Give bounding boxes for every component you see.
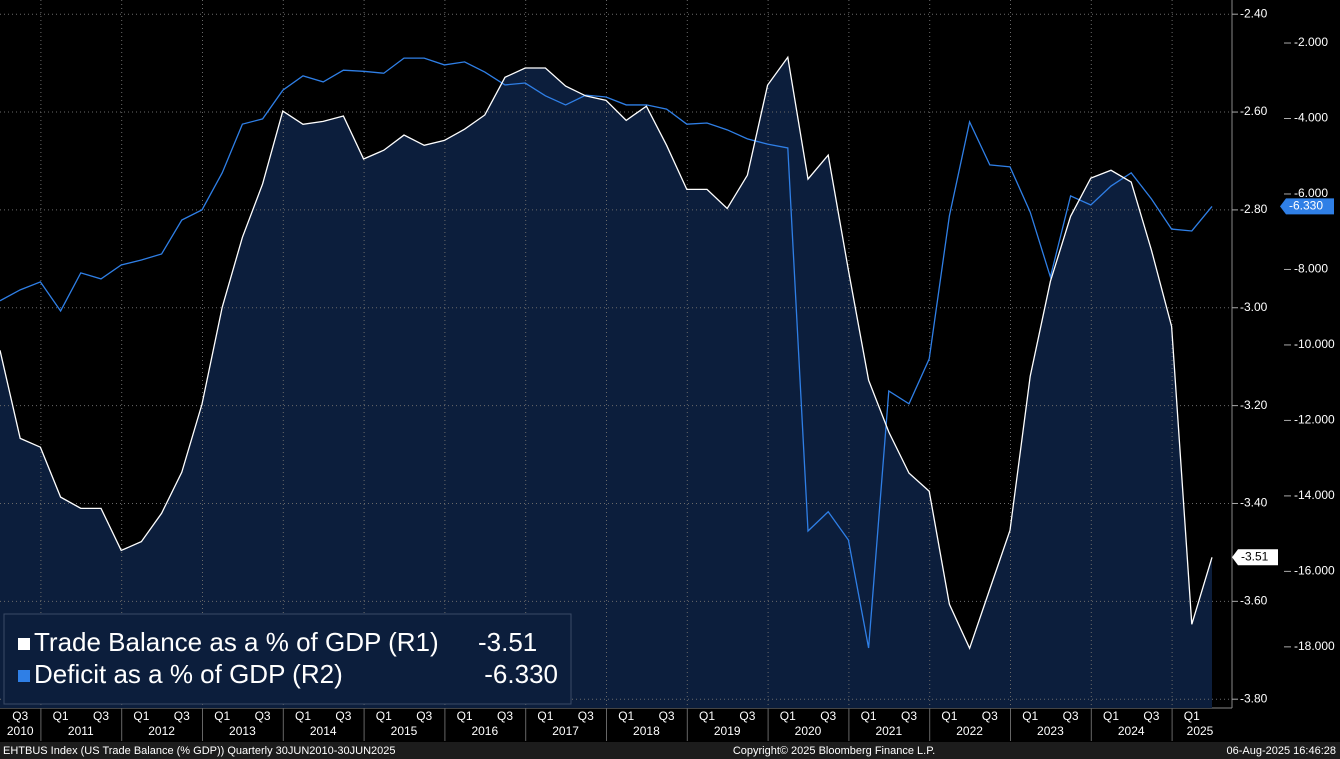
x-tick-label: Q3 — [93, 709, 109, 723]
x-year-label: 2015 — [391, 724, 418, 738]
x-tick-label: Q1 — [861, 709, 877, 723]
area — [0, 57, 1212, 709]
y2-tick-label: -18.000 — [1294, 639, 1335, 653]
footer-timestamp: 06-Aug-2025 16:46:28 — [1227, 745, 1336, 757]
y2-tick-label: -8.000 — [1294, 262, 1328, 276]
legend-box — [3, 613, 572, 705]
legend-label: Deficit as a % of GDP (R2) — [34, 659, 343, 689]
y2-tick-label: -6.000 — [1294, 186, 1328, 200]
x-year-label: 2023 — [1037, 724, 1064, 738]
x-tick-label: Q3 — [982, 709, 998, 723]
x-tick-label: Q1 — [537, 709, 553, 723]
y2-tick-label: -4.000 — [1294, 111, 1328, 125]
x-tick-label: Q3 — [1063, 709, 1079, 723]
x-tick-label: Q3 — [659, 709, 675, 723]
x-tick-label: Q1 — [457, 709, 473, 723]
footer-copyright: Copyright© 2025 Bloomberg Finance L.P. — [733, 745, 935, 757]
x-tick-label: Q3 — [739, 709, 755, 723]
footer-source: EHTBUS Index (US Trade Balance (% GDP)) … — [3, 745, 396, 757]
legend-value: -6.330 — [484, 659, 558, 689]
last-value-label: -3.51 — [1241, 549, 1269, 563]
line — [0, 57, 1213, 649]
last-value-badge — [1232, 549, 1278, 566]
legend-swatch — [18, 670, 30, 682]
legend-label: Trade Balance as a % of GDP (R1) — [34, 627, 439, 657]
x-tick-label: Q1 — [1103, 709, 1119, 723]
x-year-label: 2016 — [471, 724, 498, 738]
x-year-label: 2021 — [875, 724, 902, 738]
x-year-label: 2010 — [7, 724, 34, 738]
x-year-label: 2017 — [552, 724, 579, 738]
y2-tick-label: -2.000 — [1294, 35, 1328, 49]
x-tick-label: Q1 — [780, 709, 796, 723]
x-year-label: 2022 — [956, 724, 983, 738]
y2-tick-label: -10.000 — [1294, 337, 1335, 351]
last-value-badge — [1280, 198, 1334, 215]
x-tick-label: Q1 — [941, 709, 957, 723]
x-tick-label: Q1 — [699, 709, 715, 723]
x-year-label: 2020 — [795, 724, 822, 738]
y2-tick-label: -14.000 — [1294, 488, 1335, 502]
x-tick-label: Q1 — [214, 709, 230, 723]
x-year-label: 2019 — [714, 724, 741, 738]
x-tick-label: Q3 — [416, 709, 432, 723]
x-tick-label: Q3 — [820, 709, 836, 723]
y-tick-label: -3.40 — [1240, 496, 1268, 510]
y-tick-label: -3.20 — [1240, 398, 1268, 412]
y-tick-label: -2.60 — [1240, 104, 1268, 118]
x-tick-label: Q3 — [174, 709, 190, 723]
line — [0, 55, 1213, 651]
y-tick-label: -3.80 — [1240, 691, 1268, 705]
legend-swatch — [18, 638, 30, 650]
x-year-label: 2012 — [148, 724, 175, 738]
y-tick-label: -2.80 — [1240, 202, 1268, 216]
x-tick-label: Q3 — [12, 709, 28, 723]
y2-tick-label: -12.000 — [1294, 413, 1335, 427]
y-tick-label: -3.60 — [1240, 594, 1268, 608]
x-tick-label: Q1 — [618, 709, 634, 723]
x-year-label: 2011 — [68, 724, 94, 738]
x-tick-label: Q3 — [578, 709, 594, 723]
x-year-label: 2018 — [633, 724, 660, 738]
x-year-label: 2013 — [229, 724, 256, 738]
x-tick-label: Q3 — [901, 709, 917, 723]
x-year-label: 2024 — [1118, 724, 1145, 738]
y-tick-label: -3.00 — [1240, 300, 1268, 314]
y2-tick-label: -16.000 — [1294, 564, 1335, 578]
x-tick-label: Q1 — [53, 709, 69, 723]
x-year-label: 2014 — [310, 724, 337, 738]
x-tick-label: Q3 — [497, 709, 513, 723]
x-year-label: 2025 — [1187, 724, 1214, 738]
x-tick-label: Q1 — [1022, 709, 1038, 723]
x-tick-label: Q1 — [376, 709, 392, 723]
x-tick-label: Q3 — [255, 709, 271, 723]
x-tick-label: Q1 — [1184, 709, 1200, 723]
x-tick-label: Q3 — [1143, 709, 1159, 723]
y-tick-label: -2.40 — [1240, 6, 1268, 20]
legend-value: -3.51 — [478, 627, 537, 657]
last-value-label: -6.330 — [1289, 199, 1323, 213]
x-tick-label: Q3 — [335, 709, 351, 723]
footer-bar — [0, 742, 1340, 759]
x-tick-label: Q1 — [133, 709, 149, 723]
x-tick-label: Q1 — [295, 709, 311, 723]
